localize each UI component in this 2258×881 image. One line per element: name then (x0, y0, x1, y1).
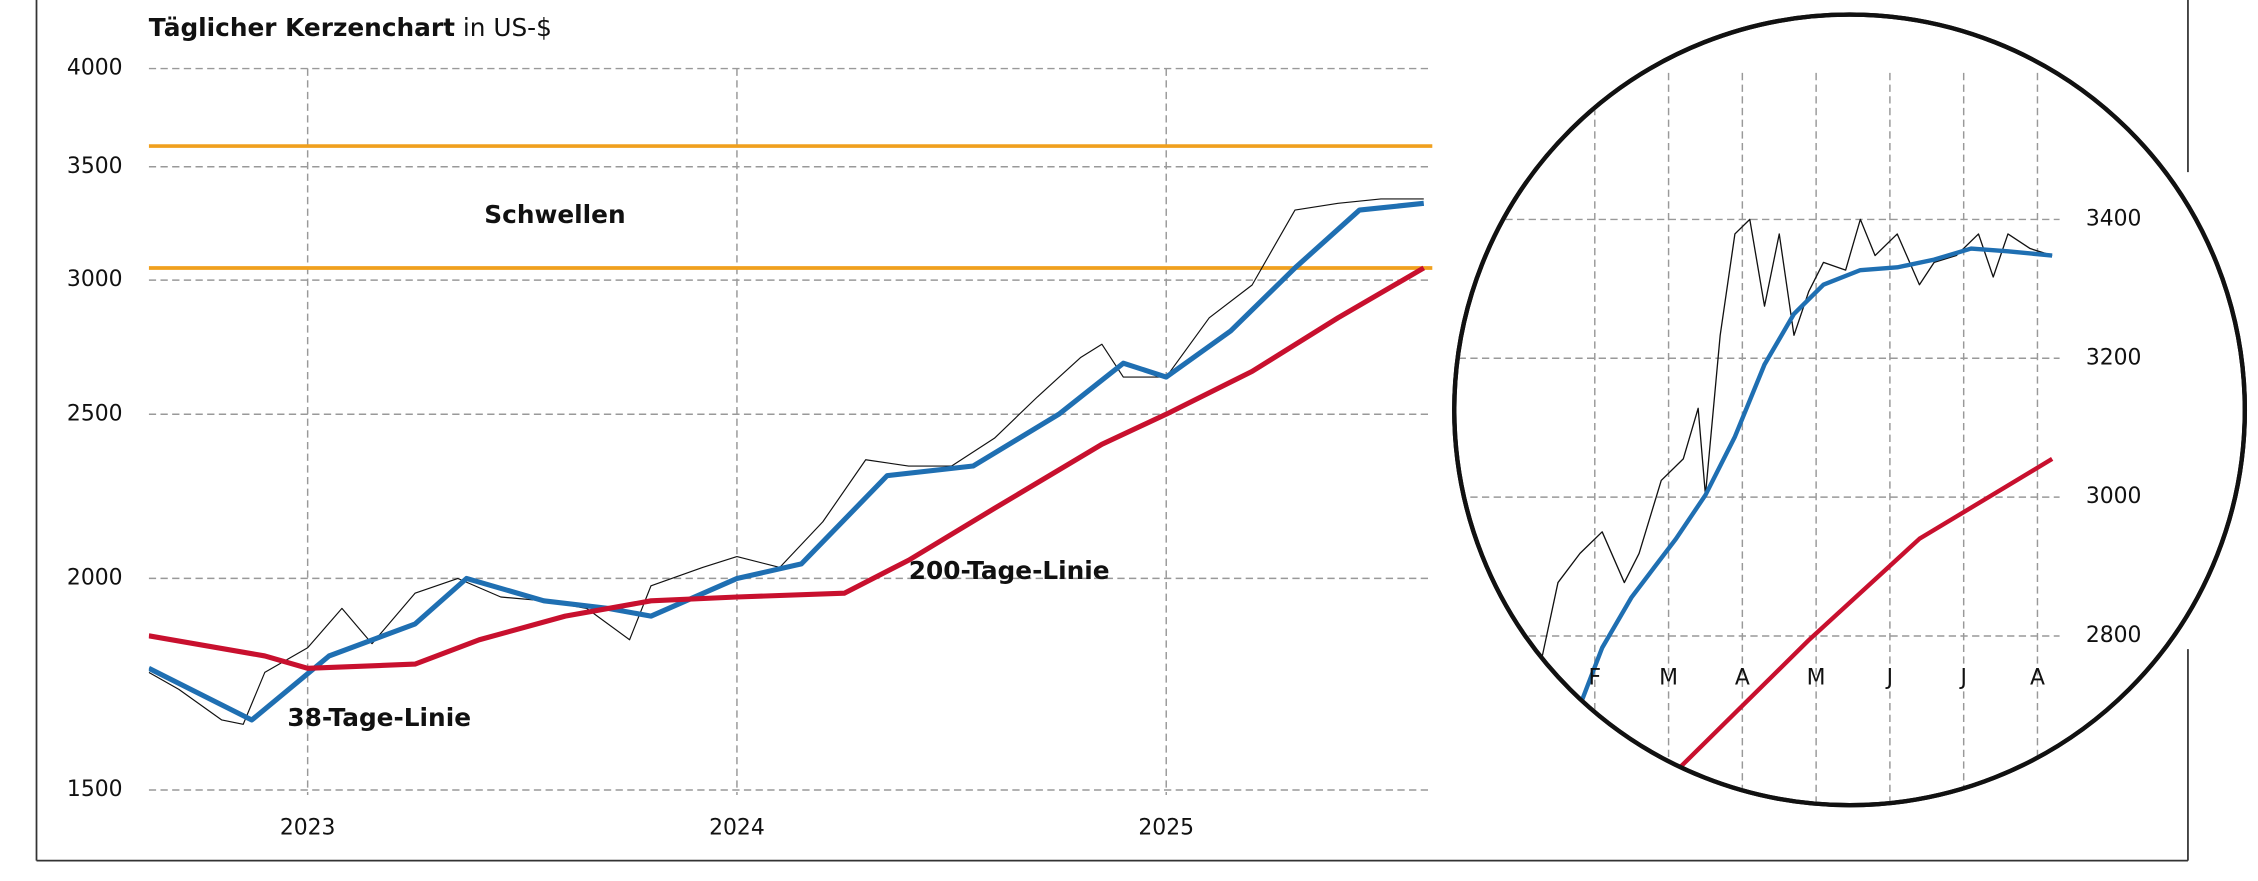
zoom-chart: 2800 3000 3200 3400 F M A M J J A (1454, 72, 2142, 806)
chart-title: Täglicher Kerzenchart in US-$ (149, 13, 552, 42)
x-tick-label: 2024 (709, 815, 765, 840)
plot (1454, 72, 2060, 806)
y-tick-label: 3000 (67, 267, 123, 292)
zoom-circle (1452, 12, 2248, 808)
x-tick-label: J (1958, 665, 1966, 690)
y-tick-label: 1500 (67, 777, 123, 802)
x-tick-label: A (2030, 665, 2045, 690)
series-line (148, 265, 1426, 671)
threshold-label: Schwellen (484, 200, 625, 229)
x-tick-label: 2023 (280, 815, 336, 840)
plot (148, 67, 1433, 795)
zoom-circle-border (1452, 12, 2248, 808)
x-tick-label: F (1589, 665, 1602, 690)
y-tick-label: 3000 (2086, 484, 2142, 509)
y-tick-label: 3200 (2086, 345, 2142, 370)
series-label: 38-Tage-Linie (287, 703, 471, 732)
y-tick-label: 2000 (67, 565, 123, 590)
unit-label: in US-$ (463, 13, 552, 42)
series-line (148, 200, 1425, 723)
series-label: 200-Tage-Linie (909, 556, 1110, 585)
y-tick-label: 2500 (67, 401, 123, 426)
x-tick-label: M (1807, 665, 1826, 690)
x-tick-label: M (1659, 665, 1678, 690)
main-chart: 1500 2000 2500 3000 3500 4000 2023 2024 2025 Schw… (67, 56, 1433, 840)
y-tick-label: 2800 (2086, 623, 2142, 648)
series-line (1577, 246, 2053, 707)
series-line (1674, 457, 2054, 773)
series-line (148, 198, 1424, 725)
x-tick-label: J (1885, 665, 1893, 690)
x-tick-label: A (1735, 665, 1750, 690)
x-tick-label: 2025 (1138, 815, 1194, 840)
title: Täglicher Kerzenchart (149, 13, 455, 42)
y-tick-label: 3400 (2086, 206, 2142, 231)
y-tick-label: 4000 (67, 56, 123, 81)
y-tick-label: 3500 (67, 154, 123, 179)
